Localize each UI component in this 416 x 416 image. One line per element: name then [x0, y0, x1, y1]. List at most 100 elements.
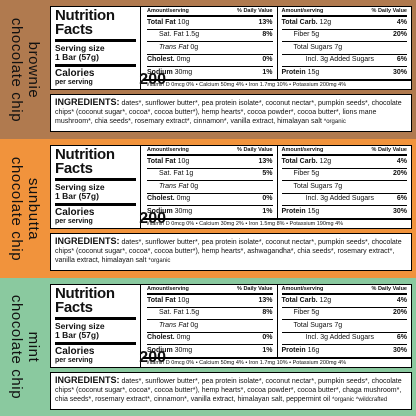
nutrient-row: Total Sugars 7g	[281, 320, 407, 333]
ingredients-label: INGREDIENTS:	[55, 97, 120, 107]
nutrient-daily-value: 8%	[262, 309, 273, 317]
serving-size-value: 1 Bar (57g)	[55, 52, 99, 62]
nutrient-name: Trans Fat	[159, 43, 189, 51]
thick-rule	[55, 203, 136, 206]
nutrient-column: Amount/serving % Daily Value Total Carb. 1…	[278, 285, 412, 359]
ingredients-list: dates*, sunflower butter*, pea protein i…	[55, 239, 402, 264]
nutrient-row: Fiber 5g 20%	[281, 30, 407, 42]
nutrient-row: Fiber 5g 20%	[281, 169, 407, 181]
nutrient-row: Total Fat 10g 13%	[147, 295, 273, 308]
nutrition-facts-header: Nutrition Facts Serving size 1 Bar (57g) Cal…	[51, 7, 166, 89]
vitamins-minerals-row: Vitamin D 0mcg 0% • Calcium 50mg 4% • Ir…	[143, 357, 411, 367]
nutrient-label: Protein 15g	[282, 208, 320, 216]
nutrient-name: Incl. 3g Added Sugars	[305, 195, 375, 203]
nutrient-label: Fiber 5g	[282, 170, 320, 178]
nutrient-daily-value: 5%	[262, 170, 273, 178]
nutrient-daily-value: 30%	[392, 208, 407, 216]
thick-rule	[55, 317, 136, 320]
nutrient-daily-value: 4%	[396, 296, 407, 304]
nutrient-name: Total Fat	[147, 18, 176, 26]
thick-rule	[55, 342, 136, 345]
column-header: Amount/serving % Daily Value	[281, 286, 407, 295]
nutrient-row: Sodium 30mg 1%	[147, 345, 273, 358]
nutrient-daily-value: 6%	[396, 334, 407, 342]
organic-note: *organic	[323, 119, 346, 125]
nutrition-title: Nutrition	[55, 146, 115, 163]
nutrient-amount: 0mg	[176, 195, 191, 203]
nutrient-name: Fiber	[293, 31, 310, 39]
nutrient-amount: 16g	[307, 347, 320, 355]
flavor-title-text: mint chocolate chip	[8, 295, 42, 399]
nutrient-row: Protein 16g 30%	[282, 345, 408, 358]
organic-note: *organic	[148, 258, 171, 264]
nutrient-amount: 30mg	[174, 69, 193, 77]
nutrient-row: Total Carb. 12g 4%	[281, 17, 407, 30]
nutrient-columns: Amount/serving % Daily Value Total Fat 10g…	[143, 285, 411, 359]
nutrient-name: Total Sugars	[293, 43, 333, 51]
nutrient-daily-value: 13%	[258, 296, 273, 304]
nutrient-row: Cholest. 0mg 0%	[147, 333, 273, 345]
thick-rule	[55, 39, 136, 42]
nutrient-daily-value: 0%	[262, 56, 273, 64]
nutrient-label: Trans Fat 0g	[147, 322, 198, 330]
nutrient-amount: 5g	[311, 170, 320, 178]
serving-size-value: 1 Bar (57g)	[55, 191, 99, 201]
flavor-title-line: mint	[25, 331, 43, 363]
nutrition-facts-header: Nutrition Facts Serving size 1 Bar (57g) Cal…	[51, 146, 166, 228]
nutrient-name: Fiber	[293, 170, 310, 178]
nutrient-columns: Amount/serving % Daily Value Total Fat 10g…	[143, 146, 411, 220]
daily-value-label: % Daily Value	[237, 286, 273, 292]
vitamins-minerals-row: Vitamin D 0mcg 0% • Calcium 30mg 2% • Ir…	[143, 218, 411, 228]
nutrient-amount: 1.5g	[185, 31, 200, 39]
nutrition-facts-panel: Nutrition Facts Serving size 1 Bar (57g) Cal…	[50, 145, 412, 229]
nutrient-daily-value: 4%	[396, 18, 407, 26]
ingredients-panel: INGREDIENTS: dates*, sunflower butter*, …	[50, 233, 412, 271]
serving-size-label: Serving size	[55, 321, 105, 331]
nutrient-name: Protein	[281, 208, 306, 216]
nutrient-row: Trans Fat 0g	[147, 320, 273, 333]
nutrient-label: Total Carb. 12g	[282, 158, 332, 166]
nutrient-label: Sodium 30mg	[147, 347, 192, 355]
nutrient-column: Amount/serving % Daily Value Total Fat 10g…	[143, 285, 278, 359]
flavor-title: sunbutta chocolate chip	[2, 139, 48, 278]
nutrient-label: Cholest. 0mg	[147, 56, 190, 64]
nutrient-amount: 0g	[190, 43, 199, 51]
nutrient-name: Trans Fat	[159, 182, 189, 190]
ingredients-text: INGREDIENTS: dates*, sunflower butter*, …	[55, 98, 407, 127]
nutrient-amount: 10g	[177, 296, 190, 304]
nutrient-name: Incl. 3g Added Sugars	[305, 334, 375, 342]
nutrient-row: Sat. Fat 1.5g 8%	[147, 308, 273, 320]
nutrient-amount: 12g	[319, 296, 332, 304]
nutrient-row: Total Fat 10g 13%	[147, 156, 273, 169]
flavor-title-text: brownie chocolate chip	[8, 17, 42, 121]
nutrient-amount: 5g	[311, 309, 320, 317]
nutrient-row: Fiber 5g 20%	[281, 308, 407, 320]
nutrient-amount: 1g	[185, 170, 194, 178]
nutrient-label: Cholest. 0mg	[147, 195, 190, 203]
column-header: Amount/serving % Daily Value	[147, 147, 273, 156]
nutrient-amount: 1.5g	[185, 309, 200, 317]
nutrient-name: Trans Fat	[159, 321, 189, 329]
nutrient-label: Total Fat 10g	[147, 19, 189, 27]
nutrient-label: Protein 15g	[282, 69, 320, 77]
nutrient-amount: 15g	[307, 69, 320, 77]
nutrient-label: Fiber 5g	[282, 309, 320, 317]
per-serving-label: per serving	[55, 79, 93, 86]
nutrient-column: Amount/serving % Daily Value Total Carb. 1…	[278, 7, 412, 81]
nutrient-label: Sat. Fat 1g	[147, 170, 193, 178]
nutrient-daily-value: 1%	[262, 69, 273, 77]
amount-per-serving-label: Amount/serving	[147, 8, 189, 14]
nutrient-daily-value: 1%	[262, 208, 273, 216]
nutrient-row: Incl. 3g Added Sugars 6%	[281, 333, 407, 345]
nutrient-label: Protein 16g	[282, 347, 320, 355]
nutrient-name: Cholest.	[147, 195, 175, 203]
flavor-band: mint chocolate chip Nutrition Facts Serving …	[0, 278, 416, 416]
nutrient-row: Sat. Fat 1.5g 8%	[147, 30, 273, 42]
nutrient-label: Sodium 30mg	[147, 69, 192, 77]
serving-size-value: 1 Bar (57g)	[55, 330, 99, 340]
serving-size-label: Serving size	[55, 43, 105, 53]
nutrient-name: Total Fat	[147, 157, 176, 165]
nutrient-label: Total Sugars 7g	[282, 44, 343, 52]
nutrient-name: Cholest.	[147, 56, 175, 64]
nutrient-name: Sodium	[147, 69, 173, 77]
